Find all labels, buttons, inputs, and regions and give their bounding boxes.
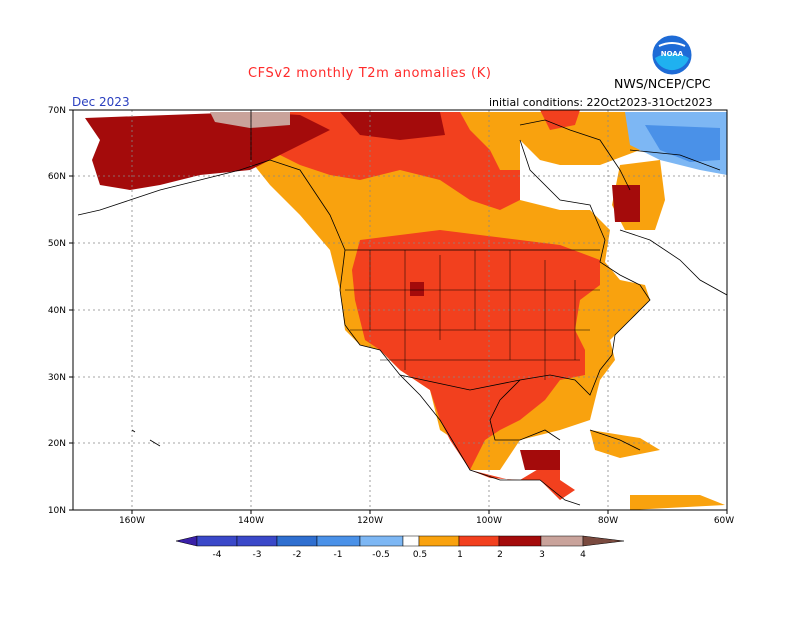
anomaly-tan-region [210, 112, 290, 128]
colorbar-arrow-right [582, 535, 625, 547]
colorbar-label: 0.5 [413, 550, 427, 560]
colorbar-bin [316, 535, 361, 547]
colorbar-label: -4 [213, 550, 222, 560]
organization-label: NWS/NCEP/CPC [614, 76, 711, 91]
lon-label: 120W [357, 516, 383, 526]
lat-label: 50N [48, 239, 66, 249]
map-title: CFSv2 monthly T2m anomalies (K) [248, 66, 492, 81]
lon-label: 160W [119, 516, 145, 526]
anomaly-darkred-mexico [520, 450, 560, 470]
lat-label: 20N [48, 439, 66, 449]
lon-label: 100W [476, 516, 502, 526]
colorbar-label: 3 [539, 550, 545, 560]
colorbar-bin [540, 535, 584, 547]
axis-ticks [69, 109, 728, 514]
colorbar-bin [418, 535, 460, 547]
colorbar-bin [276, 535, 318, 547]
anomaly-orange-south-america [630, 495, 725, 510]
colorbar: -4 -3 -2 -1 -0.5 0.5 1 2 3 4 [175, 535, 625, 560]
coastlines [77, 110, 727, 506]
colorbar-label: -2 [293, 550, 302, 560]
anomaly-darkred-alaska [85, 112, 330, 190]
lat-label: 40N [48, 306, 66, 316]
colorbar-bin [236, 535, 278, 547]
lat-label: 30N [48, 373, 66, 383]
colorbar-label: -0.5 [372, 550, 390, 560]
anomaly-fill [85, 110, 727, 510]
anomaly-orange-caribbean [590, 430, 660, 458]
lon-label: 60W [714, 516, 734, 526]
colorbar-bin [402, 535, 420, 547]
anomaly-red-region [240, 112, 600, 500]
colorbar-bin [359, 535, 404, 547]
anomaly-blue-baffin [645, 125, 720, 162]
state-borders [345, 250, 600, 380]
lat-label: 60N [48, 172, 66, 182]
initial-conditions: initial conditions: 22Oct2023-31Oct2023 [489, 96, 713, 109]
colorbar-label: 2 [497, 550, 503, 560]
colorbar-label: -3 [253, 550, 262, 560]
colorbar-label: 4 [580, 550, 586, 560]
noaa-logo-text: NOAA [661, 50, 684, 58]
forecast-month: Dec 2023 [72, 95, 130, 109]
lat-labels: 70N 60N 50N 40N 30N 20N 10N [48, 106, 66, 516]
anomaly-darkred-yukon [340, 112, 445, 140]
lon-label: 140W [238, 516, 264, 526]
colorbar-bin [458, 535, 500, 547]
lon-label: 80W [598, 516, 618, 526]
colorbar-label: 1 [457, 550, 463, 560]
lat-label: 70N [48, 106, 66, 116]
noaa-logo: NOAA [651, 34, 693, 76]
anomaly-darkred-rockies [410, 282, 424, 296]
colorbar-bin [498, 535, 542, 547]
colorbar-bin [196, 535, 238, 547]
lat-label: 10N [48, 506, 66, 516]
colorbar-label: -1 [334, 550, 343, 560]
anomaly-darkred-labrador [612, 185, 640, 222]
lon-labels: 160W 140W 120W 100W 80W 60W [119, 516, 734, 526]
colorbar-arrow-left [175, 535, 198, 547]
anomaly-red-hudson [540, 110, 580, 130]
